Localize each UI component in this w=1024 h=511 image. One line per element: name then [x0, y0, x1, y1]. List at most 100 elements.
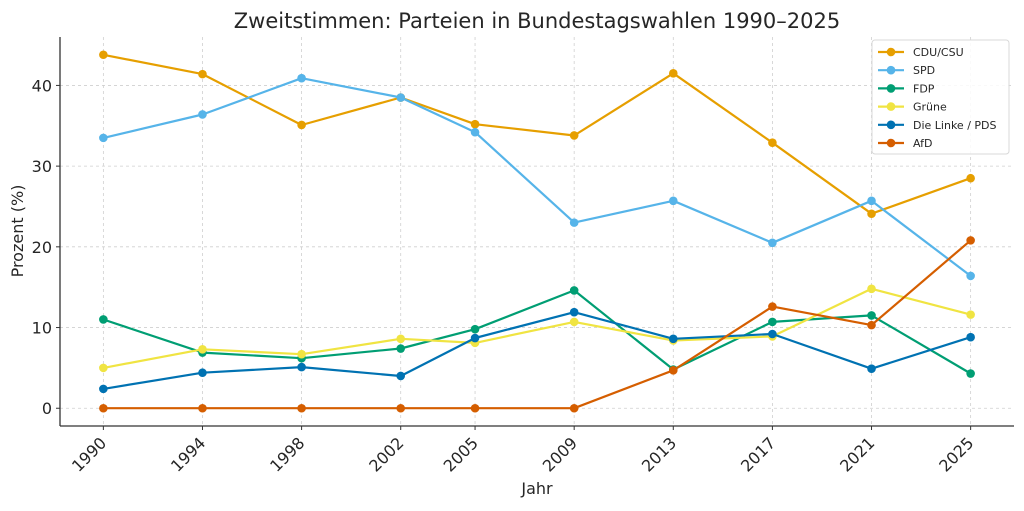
- data-point-spd: [396, 93, 406, 102]
- series-line-afd: [103, 239, 972, 410]
- data-point-spd: [867, 196, 876, 206]
- series-line-spd: [103, 77, 972, 277]
- x-tick-label: 1990: [68, 433, 110, 475]
- data-point-gr-ne: [297, 349, 306, 359]
- y-axis-label: Prozent (%): [8, 185, 27, 278]
- y-tick-label: 20: [32, 238, 52, 257]
- series-spd: [99, 73, 975, 281]
- data-point-afd: [99, 403, 108, 413]
- axes: [59, 37, 1014, 427]
- series-line-gr-ne: [103, 287, 971, 369]
- legend-item: FDP: [878, 82, 935, 95]
- data-point-die-linke-pds: [396, 371, 406, 381]
- data-point-cdu-csu: [99, 50, 108, 60]
- legend-label: Die Linke / PDS: [913, 119, 996, 132]
- data-point-spd: [668, 196, 678, 206]
- x-tick-label: 2005: [440, 433, 482, 475]
- data-point-gr-ne: [396, 334, 406, 344]
- data-point-spd: [99, 133, 108, 143]
- legend-box: [871, 39, 1010, 155]
- data-point-cdu-csu: [297, 120, 306, 130]
- data-point-afd: [470, 403, 480, 413]
- data-point-die-linke-pds: [470, 333, 480, 343]
- y-tick-label: 30: [32, 157, 52, 176]
- chart-title: Zweitstimmen: Parteien in Bundestagswahl…: [234, 9, 840, 33]
- legend-marker: [886, 84, 896, 93]
- series-cdu-csu: [99, 50, 975, 219]
- series-line-cdu-csu: [103, 53, 971, 215]
- data-point-die-linke-pds: [668, 334, 678, 344]
- data-point-fdp: [470, 324, 480, 334]
- data-point-cdu-csu: [966, 173, 975, 183]
- legend-label: CDU/CSU: [913, 46, 964, 59]
- legend-marker: [886, 102, 896, 111]
- data-point-gr-ne: [198, 345, 207, 354]
- data-point-afd: [867, 320, 876, 330]
- data-point-fdp: [396, 344, 406, 353]
- legend-item: AfD: [878, 137, 932, 150]
- data-point-cdu-csu: [668, 69, 678, 78]
- series-layer: [99, 50, 975, 413]
- legend-item: Die Linke / PDS: [878, 119, 996, 132]
- x-ticks: 1990 1994 1998 2002 2005 2009 2013 2017 2021 2025: [68, 426, 977, 476]
- legend-marker: [886, 65, 896, 75]
- data-point-fdp: [966, 369, 975, 378]
- y-tick-label: 10: [32, 319, 52, 338]
- data-point-gr-ne: [569, 317, 579, 327]
- legend-item: CDU/CSU: [878, 46, 964, 59]
- data-point-die-linke-pds: [768, 329, 777, 339]
- x-tick-label: 2009: [539, 433, 581, 475]
- legend-item: SPD: [878, 64, 935, 77]
- legend-marker: [886, 120, 896, 130]
- data-point-die-linke-pds: [966, 332, 975, 342]
- data-point-spd: [470, 127, 480, 137]
- data-point-afd: [966, 236, 975, 245]
- legend-item: Grüne: [878, 101, 947, 114]
- data-point-die-linke-pds: [99, 384, 108, 394]
- data-point-spd: [198, 110, 207, 119]
- legend-marker: [886, 47, 896, 57]
- data-point-afd: [668, 366, 678, 375]
- series-fdp: [99, 286, 975, 378]
- x-tick-label: 2017: [737, 433, 779, 475]
- data-point-afd: [569, 403, 579, 413]
- data-point-die-linke-pds: [867, 364, 876, 373]
- legend-label: FDP: [913, 82, 935, 95]
- data-point-afd: [297, 403, 306, 413]
- x-axis-label: Jahr: [520, 479, 553, 498]
- y-tick-label: 0: [42, 399, 52, 418]
- data-point-cdu-csu: [569, 131, 579, 140]
- data-point-cdu-csu: [198, 69, 207, 79]
- data-point-gr-ne: [867, 284, 876, 294]
- x-tick-label: 2025: [935, 433, 977, 475]
- series-line-die-linke-pds: [103, 311, 971, 390]
- legend: CDU/CSU SPD FDP Grüne Die Linke / PDS AfD: [871, 39, 1010, 155]
- y-ticks: 0 10 20 30 40: [32, 76, 60, 418]
- data-point-fdp: [768, 317, 777, 327]
- legend-label: SPD: [913, 64, 935, 77]
- data-point-fdp: [867, 311, 876, 320]
- data-point-spd: [297, 73, 306, 83]
- data-point-gr-ne: [966, 310, 975, 319]
- x-tick-label: 2021: [836, 433, 878, 475]
- data-point-afd: [198, 403, 207, 413]
- data-point-cdu-csu: [470, 119, 480, 129]
- data-point-fdp: [569, 286, 579, 295]
- data-point-die-linke-pds: [569, 307, 579, 317]
- data-point-spd: [768, 238, 777, 248]
- y-tick-label: 40: [32, 76, 52, 95]
- data-point-spd: [569, 218, 579, 227]
- series-afd: [99, 236, 975, 413]
- data-point-spd: [966, 271, 975, 281]
- data-point-die-linke-pds: [198, 368, 207, 378]
- x-tick-label: 1994: [167, 433, 209, 475]
- series-die-linke-pds: [99, 307, 975, 394]
- data-point-die-linke-pds: [297, 362, 306, 372]
- data-point-afd: [396, 403, 406, 413]
- data-point-afd: [768, 302, 777, 311]
- data-point-cdu-csu: [867, 209, 876, 219]
- series-line-fdp: [103, 289, 972, 375]
- data-point-gr-ne: [99, 363, 108, 373]
- data-point-fdp: [99, 315, 108, 324]
